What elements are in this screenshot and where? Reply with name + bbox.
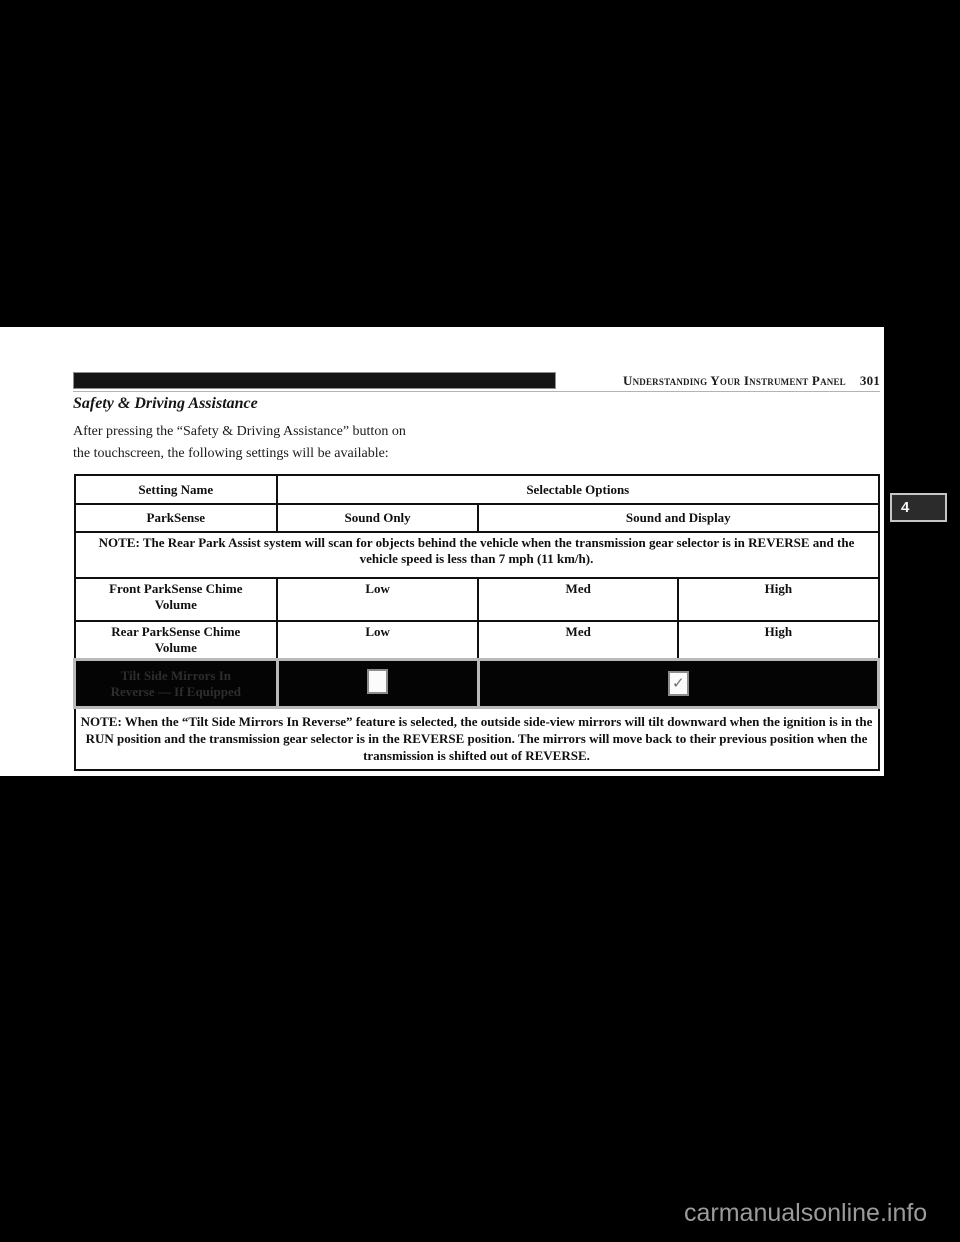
rear-chime-row: Rear ParkSense Chime Volume Low Med High [73, 620, 880, 661]
header-cell-setting-name: Setting Name [73, 474, 279, 505]
header-bar [73, 372, 556, 389]
running-header: Understanding Your Instrument Panel 301 [623, 373, 880, 389]
cell-sound-only: Sound Only [276, 503, 480, 533]
rear-chime-label: Rear ParkSense Chime Volume [111, 624, 241, 655]
tilt-mirrors-row: Tilt Side Mirrors In Reverse — If Equipp… [73, 658, 881, 709]
cell-tilt-mirrors-sound-display: ✓ [476, 658, 881, 709]
front-chime-label: Front ParkSense Chime Volume [109, 581, 243, 612]
intro-line-2: the touchscreen, the following settings … [73, 446, 389, 461]
cell-parksense: ParkSense [73, 503, 279, 533]
header-rule [73, 391, 880, 392]
note-row-rear-park-assist: NOTE: The Rear Park Assist system will s… [73, 531, 880, 579]
intro-text: After pressing the “Safety & Driving Ass… [73, 421, 406, 465]
cell-rear-chime-med: Med [477, 620, 680, 661]
cell-front-chime-label: Front ParkSense Chime Volume [73, 577, 279, 622]
front-chime-row: Front ParkSense Chime Volume Low Med Hig… [73, 577, 880, 622]
cell-tilt-mirrors-sound-only [275, 658, 480, 709]
cell-sound-and-display: Sound and Display [477, 503, 880, 533]
settings-table: Setting Name Selectable Options ParkSens… [73, 474, 881, 771]
page-title: Safety & Driving Assistance [73, 395, 258, 412]
cell-rear-chime-label: Rear ParkSense Chime Volume [73, 620, 279, 661]
cell-tilt-mirrors-label: Tilt Side Mirrors In Reverse — If Equipp… [73, 658, 279, 709]
intro-line-1: After pressing the “Safety & Driving Ass… [73, 424, 406, 439]
checkbox-checked: ✓ [667, 671, 689, 696]
chapter-tab: 4 [890, 493, 947, 522]
cell-rear-chime-high: High [677, 620, 880, 661]
checkbox-unchecked [367, 669, 389, 694]
parksense-row: ParkSense Sound Only Sound and Display [73, 503, 880, 533]
table-header-row: Setting Name Selectable Options [73, 474, 880, 505]
watermark: carmanualsonline.info [684, 1199, 928, 1227]
tilt-mirrors-label: Tilt Side Mirrors In Reverse — If Equipp… [110, 667, 241, 699]
note-rear-park-assist: NOTE: The Rear Park Assist system will s… [73, 531, 880, 579]
running-header-title: Understanding Your Instrument Panel [622, 373, 846, 388]
manual-page: Understanding Your Instrument Panel 301 S… [0, 327, 884, 776]
page-number: 301 [859, 373, 880, 388]
cell-front-chime-low: Low [276, 577, 480, 622]
cell-rear-chime-low: Low [276, 620, 480, 661]
note-row-tilt-mirrors: NOTE: When the “Tilt Side Mirrors In Rev… [73, 706, 880, 771]
note-tilt-mirrors: NOTE: When the “Tilt Side Mirrors In Rev… [73, 706, 880, 771]
header-cell-selectable-options: Selectable Options [276, 474, 880, 505]
cell-front-chime-high: High [677, 577, 880, 622]
cell-front-chime-med: Med [477, 577, 680, 622]
